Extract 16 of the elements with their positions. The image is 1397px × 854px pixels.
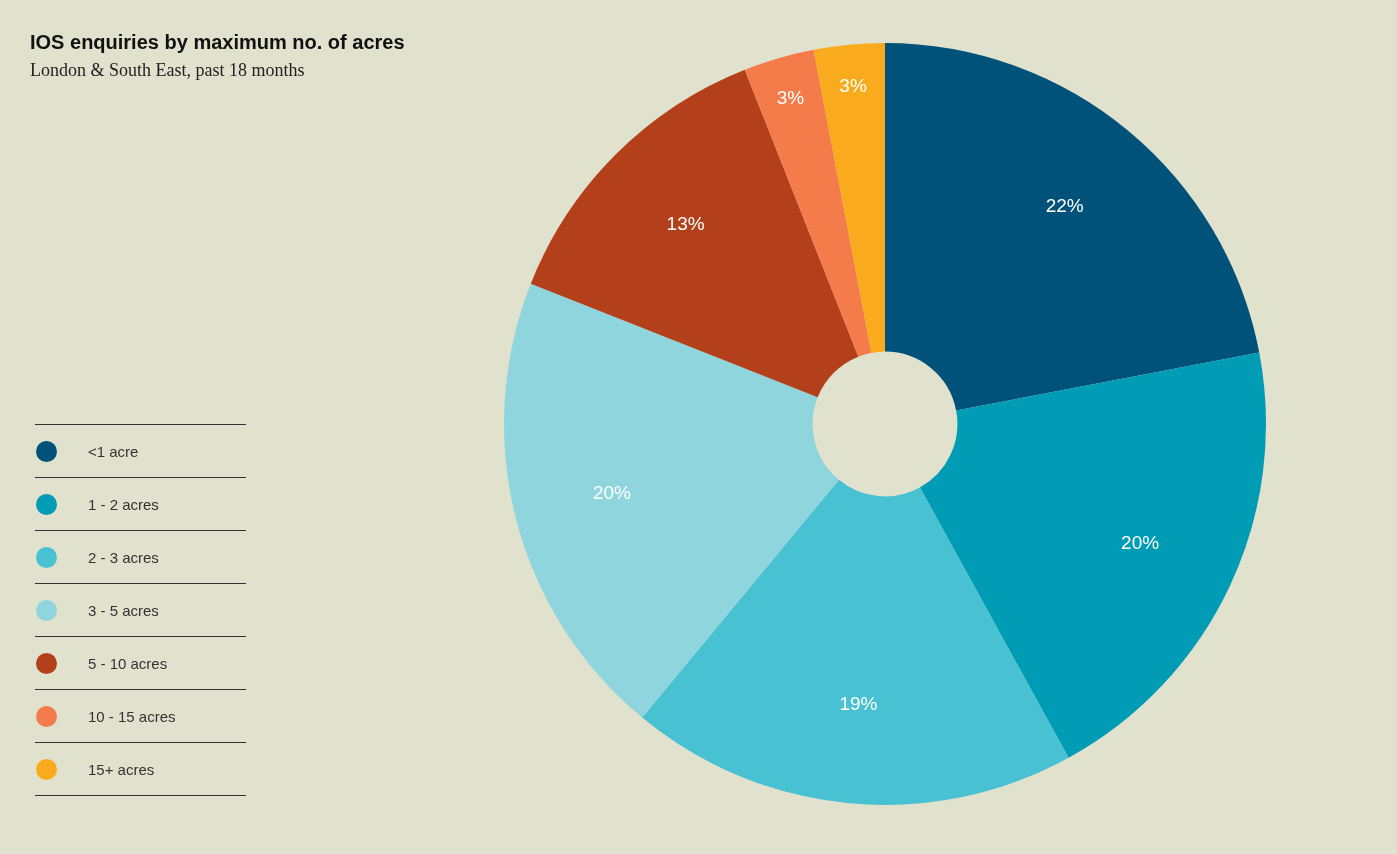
legend-label: 3 - 5 acres xyxy=(88,601,159,619)
legend-label: 10 - 15 acres xyxy=(88,707,176,725)
data-label: 3% xyxy=(839,74,867,96)
legend-label: 2 - 3 acres xyxy=(88,548,159,566)
data-label: 20% xyxy=(1121,532,1160,554)
data-label: 13% xyxy=(666,212,705,234)
chart-title: IOS enquiries by maximum no. of acres xyxy=(30,31,405,54)
legend-label: 15+ acres xyxy=(88,760,155,778)
legend-label: 5 - 10 acres xyxy=(88,654,168,672)
data-label: 20% xyxy=(592,482,632,504)
data-label: 3% xyxy=(776,86,805,108)
data-label: 22% xyxy=(1045,195,1084,216)
text: London & South East, past 18 months xyxy=(30,60,305,81)
legend-label: 1 - 2 acres xyxy=(88,495,159,513)
data-label: 19% xyxy=(839,692,878,714)
legend-label: <1 acre xyxy=(88,442,139,460)
